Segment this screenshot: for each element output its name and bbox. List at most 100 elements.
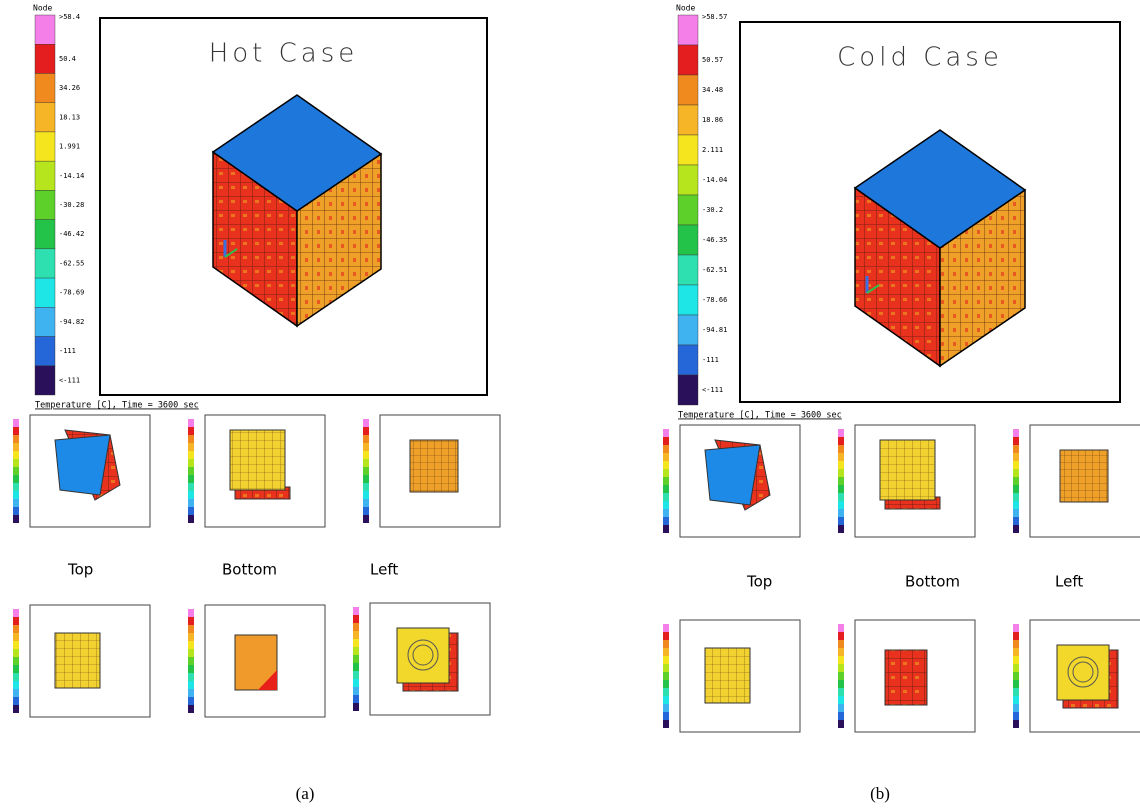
thumb-swatch: [1013, 624, 1019, 632]
thumb-swatch: [363, 491, 369, 499]
thumb-swatch: [663, 477, 669, 485]
legend-label: 18.13: [59, 113, 80, 121]
thumb-swatch: [663, 445, 669, 453]
thumb-swatch: [838, 461, 844, 469]
thumb-swatch: [363, 507, 369, 515]
thumb-swatch: [188, 459, 194, 467]
thumb-swatch: [188, 499, 194, 507]
thumb-swatch: [838, 640, 844, 648]
view-thumbnail: [1013, 425, 1140, 537]
legend-label: -78.66: [702, 296, 727, 304]
thumb-swatch: [838, 696, 844, 704]
thumb-swatch: [1013, 704, 1019, 712]
thumb-swatch: [663, 632, 669, 640]
thumb-swatch: [188, 435, 194, 443]
thumb-swatch: [663, 485, 669, 493]
thumb-swatch: [838, 704, 844, 712]
thumb-swatch: [838, 485, 844, 493]
legend-label: >58.4: [59, 13, 80, 21]
thumb-face: [410, 440, 458, 492]
view-thumbnail: [353, 603, 490, 715]
thumb-swatch: [13, 475, 19, 483]
thumb-swatch: [838, 453, 844, 461]
legend-swatch: [678, 75, 698, 105]
legend-swatch: [678, 315, 698, 345]
thumb-swatch: [353, 703, 359, 711]
view-thumbnail: [663, 620, 800, 732]
thumb-top: [705, 445, 760, 505]
thumb-swatch: [838, 632, 844, 640]
thumb-swatch: [13, 515, 19, 523]
thumb-swatch: [1013, 640, 1019, 648]
legend-swatch: [35, 307, 55, 336]
thumb-swatch: [188, 697, 194, 705]
legend-label: <-111: [59, 376, 80, 384]
thumb-swatch: [13, 435, 19, 443]
thumb-swatch: [1013, 469, 1019, 477]
thumb-swatch: [13, 657, 19, 665]
footer-note: Temperature [C], Time = 3600 sec: [35, 401, 199, 411]
legend-label: 50.57: [702, 56, 723, 64]
thumb-swatch: [1013, 453, 1019, 461]
thumb-swatch: [663, 453, 669, 461]
legend-swatch: [35, 15, 55, 44]
thumb-swatch: [13, 665, 19, 673]
thumb-top: [55, 435, 110, 495]
thumb-face: [880, 440, 935, 500]
thumb-swatch: [363, 435, 369, 443]
thumb-swatch: [663, 656, 669, 664]
thumb-swatch: [13, 617, 19, 625]
thumb-swatch: [13, 649, 19, 657]
thumb-swatch: [1013, 632, 1019, 640]
thumb-swatch: [188, 507, 194, 515]
thumb-swatch: [663, 509, 669, 517]
thumb-swatch: [13, 633, 19, 641]
thumb-swatch: [1013, 688, 1019, 696]
thumb-swatch: [663, 648, 669, 656]
thumb-swatch: [188, 665, 194, 673]
thumb-face: [1060, 450, 1108, 502]
thumb-swatch: [353, 631, 359, 639]
legend-label: -111: [59, 347, 76, 355]
thumb-swatch: [838, 509, 844, 517]
view-thumbnail: [363, 415, 500, 527]
thumb-swatch: [13, 491, 19, 499]
view-thumbnail: [838, 620, 975, 732]
thumb-swatch: [13, 499, 19, 507]
view-label: Top: [67, 561, 93, 579]
thumb-swatch: [13, 507, 19, 515]
thumb-swatch: [13, 673, 19, 681]
view-label: Bottom: [905, 573, 960, 591]
legend-header: Node: [33, 4, 52, 13]
thumb-swatch: [188, 641, 194, 649]
legend-label: <-111: [702, 386, 723, 394]
legend-label: >58.57: [702, 13, 727, 21]
thumb-swatch: [188, 705, 194, 713]
thumb-swatch: [13, 419, 19, 427]
legend-label: -111: [702, 356, 719, 364]
footer-note: Temperature [C], Time = 3600 sec: [678, 411, 842, 421]
legend-swatch: [678, 105, 698, 135]
thumb-swatch: [1013, 517, 1019, 525]
thumb-swatch: [188, 689, 194, 697]
thumb-swatch: [188, 609, 194, 617]
thumb-swatch: [663, 704, 669, 712]
thumb-swatch: [663, 664, 669, 672]
thumb-swatch: [188, 427, 194, 435]
thumb-swatch: [363, 499, 369, 507]
thumb-swatch: [13, 689, 19, 697]
thumb-swatch: [188, 467, 194, 475]
thumb-swatch: [838, 517, 844, 525]
thumb-swatch: [1013, 429, 1019, 437]
thumb-face: [885, 650, 927, 705]
thumb-swatch: [1013, 445, 1019, 453]
legend-label: -94.81: [702, 326, 727, 334]
thumb-swatch: [188, 657, 194, 665]
thumb-swatch: [13, 625, 19, 633]
legend-swatch: [678, 135, 698, 165]
thumb-swatch: [663, 501, 669, 509]
legend-label: 18.86: [702, 116, 723, 124]
thumb-face: [1057, 645, 1109, 700]
thumb-swatch: [363, 451, 369, 459]
thumb-swatch: [13, 443, 19, 451]
